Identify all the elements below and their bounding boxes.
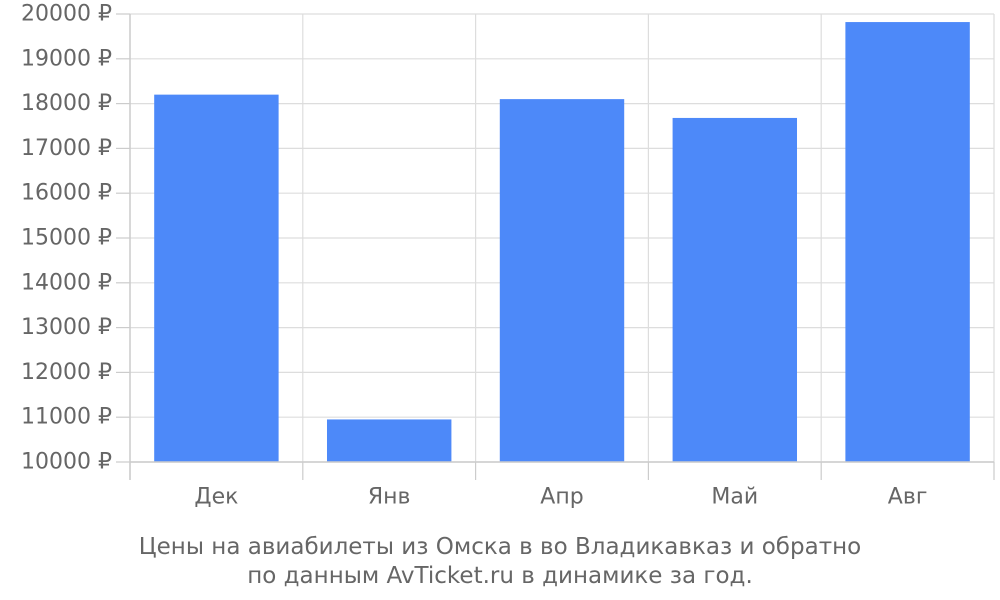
chart-caption-line-2: по данным AvTicket.ru в динамике за год.: [247, 563, 753, 589]
y-tick-label: 19000 ₽: [21, 46, 112, 71]
y-tick-label: 15000 ₽: [21, 226, 112, 251]
x-tick-label: Янв: [368, 485, 411, 510]
y-tick-label: 13000 ₽: [21, 315, 112, 340]
x-tick-label: Авг: [888, 485, 928, 510]
bar: [326, 419, 452, 462]
bar: [499, 99, 625, 463]
y-tick-label: 14000 ₽: [21, 270, 112, 295]
axes: [116, 13, 995, 480]
x-tick-label: Апр: [540, 485, 583, 510]
x-tick-label: Дек: [194, 485, 238, 510]
x-tick-label: Май: [711, 485, 758, 510]
y-tick-label: 20000 ₽: [21, 2, 112, 27]
y-tick-label: 16000 ₽: [21, 181, 112, 206]
y-tick-label: 11000 ₽: [21, 405, 112, 430]
chart-caption-line-1: Цены на авиабилеты из Омска в во Владика…: [138, 534, 862, 560]
y-tick-label: 10000 ₽: [21, 450, 112, 475]
y-tick-label: 18000 ₽: [21, 91, 112, 116]
bars: [154, 22, 970, 463]
tick-labels: 10000 ₽ 11000 ₽ 12000 ₽ 13000 ₽ 14000 ₽ 15000…: [21, 2, 927, 510]
y-tick-label: 12000 ₽: [21, 360, 112, 385]
bar: [672, 117, 798, 462]
bar: [845, 22, 970, 463]
bar: [154, 94, 279, 462]
y-tick-label: 17000 ₽: [21, 136, 112, 161]
